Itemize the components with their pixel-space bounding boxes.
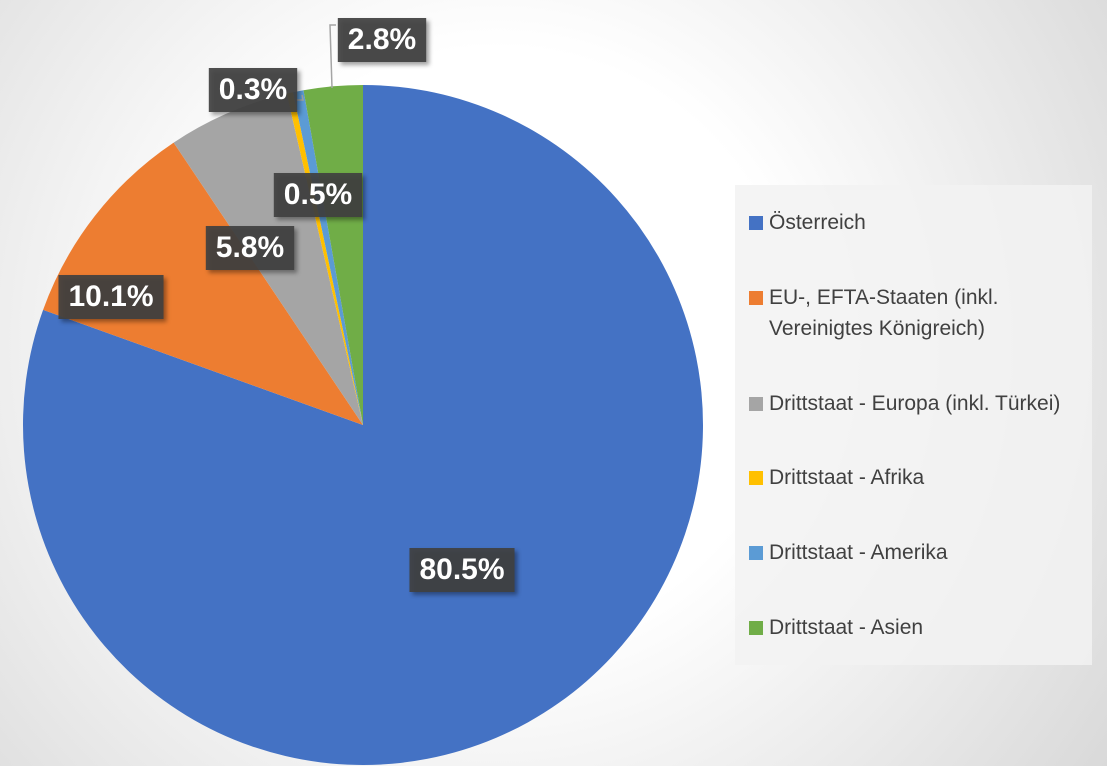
label-box <box>337 18 427 62</box>
legend-item: Österreich <box>749 207 1082 238</box>
legend-swatch <box>749 546 763 561</box>
legend-item: Drittstaat - Europa (inkl. Türkei) <box>749 388 1082 419</box>
legend: Österreich EU-, EFTA-Staaten (inkl. Verei… <box>735 185 1092 665</box>
label-text: 0.5% <box>284 178 352 211</box>
legend-swatch <box>749 215 763 230</box>
legend-swatch <box>749 290 763 305</box>
legend-label: Österreich <box>769 210 866 234</box>
label-text: 0.3% <box>219 73 287 106</box>
label-box <box>409 548 515 592</box>
leader-line <box>329 24 336 89</box>
label-box <box>273 173 363 217</box>
legend-label: Drittstaat - Afrika <box>769 466 925 490</box>
slice <box>23 85 704 765</box>
legend-swatch <box>749 621 763 636</box>
legend-item: EU-, EFTA-Staaten (inkl. Vereinigtes Kön… <box>749 282 1082 344</box>
legend-item: Drittstaat - Afrika <box>749 462 1082 493</box>
label-box <box>205 226 295 270</box>
legend-swatch <box>749 396 763 411</box>
legend-swatch <box>749 471 763 486</box>
data-label: 10.1% <box>58 275 164 319</box>
legend-item: Drittstaat - Asien <box>749 612 1082 643</box>
label-box <box>58 275 164 319</box>
legend-label: EU-, EFTA-Staaten (inkl. Vereinigtes Kön… <box>769 285 999 340</box>
data-label: 5.8% <box>205 226 295 270</box>
slice <box>43 142 364 425</box>
legend-label: Drittstaat - Europa (inkl. Türkei) <box>769 391 1061 415</box>
label-box <box>208 68 298 112</box>
leader-line <box>296 94 304 101</box>
data-label: 80.5% <box>409 548 515 592</box>
label-text: 10.1% <box>68 280 153 313</box>
legend-label: Drittstaat - Amerika <box>769 541 948 565</box>
legend-item: Drittstaat - Amerika <box>749 537 1082 568</box>
data-label: 2.8% <box>337 18 427 62</box>
label-text: 2.8% <box>348 23 416 56</box>
data-label: 0.3% <box>208 68 298 112</box>
label-text: 5.8% <box>216 231 284 264</box>
legend-label: Drittstaat - Asien <box>769 616 924 640</box>
slice <box>303 85 363 425</box>
label-text: 80.5% <box>419 553 504 586</box>
data-label: 0.5% <box>273 173 363 217</box>
